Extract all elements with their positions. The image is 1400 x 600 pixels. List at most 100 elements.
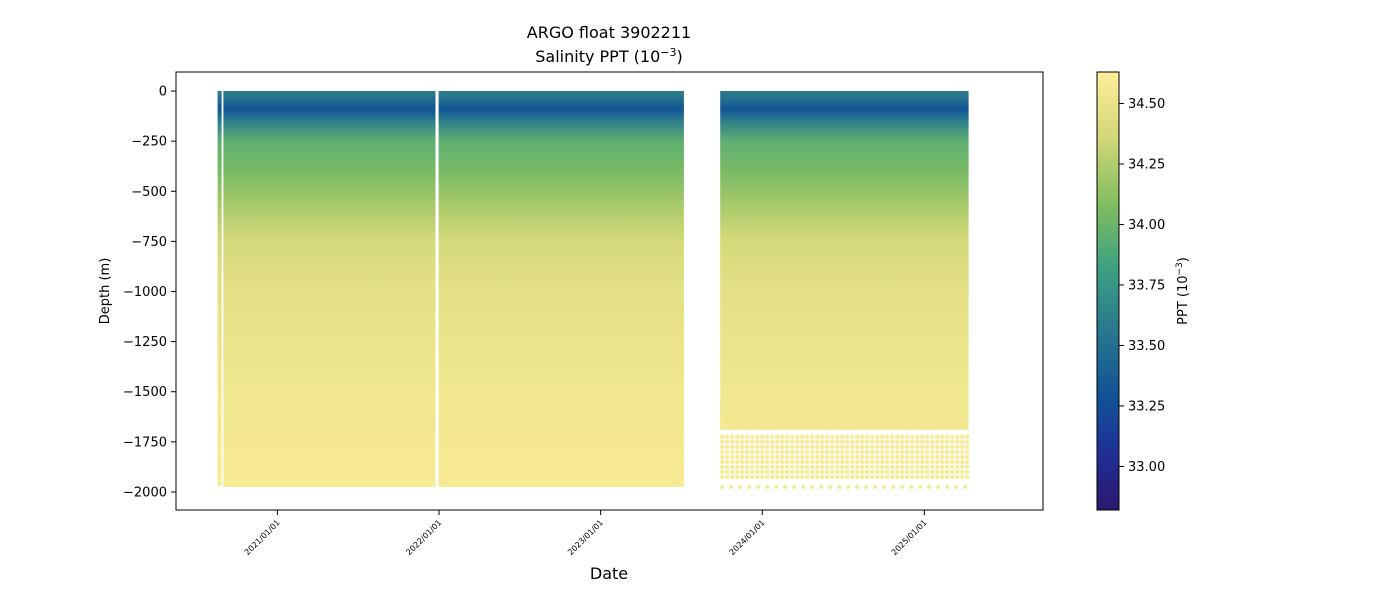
deep-point	[905, 464, 910, 470]
deep-point	[730, 469, 735, 475]
deep-point	[905, 434, 910, 439]
profile-data-layer	[217, 91, 969, 487]
deep-point	[935, 449, 940, 455]
deep-point	[795, 449, 800, 455]
deep-point	[825, 454, 830, 460]
deep-point	[940, 439, 945, 444]
deep-point	[730, 464, 735, 470]
deep-point	[965, 469, 970, 475]
deep-point	[755, 454, 760, 460]
deep-point	[720, 464, 725, 470]
deep-point	[955, 444, 960, 450]
deep-point	[845, 449, 850, 455]
deep-point	[855, 464, 860, 470]
deep-point	[738, 484, 743, 490]
deep-point	[770, 469, 775, 475]
deep-point	[910, 474, 915, 480]
deep-point	[875, 439, 880, 444]
deep-point	[870, 469, 875, 475]
deep-point	[955, 459, 960, 465]
deep-point	[873, 484, 878, 490]
deep-point	[850, 474, 855, 480]
deep-point	[895, 469, 900, 475]
colorbar-axis: 33.00 33.25 33.50 33.75 34.00 34.25 34.50	[1119, 97, 1165, 475]
deep-point	[900, 449, 905, 455]
deep-point	[725, 449, 730, 455]
deep-point	[745, 464, 750, 470]
deep-point	[880, 434, 885, 439]
deep-point	[960, 454, 965, 460]
deep-point	[765, 474, 770, 480]
deep-point	[795, 474, 800, 480]
deep-point	[750, 449, 755, 455]
y-tick-label: −250	[131, 135, 167, 150]
deep-point	[891, 484, 896, 490]
deep-point	[930, 454, 935, 460]
deep-point	[840, 454, 845, 460]
deep-point	[805, 464, 810, 470]
deep-point	[780, 439, 785, 444]
deep-point	[890, 454, 895, 460]
deep-point	[740, 439, 745, 444]
deep-point	[795, 464, 800, 470]
x-tick-label: 2022/01/01	[404, 518, 443, 557]
deep-point	[800, 469, 805, 475]
deep-point	[925, 464, 930, 470]
deep-point	[830, 474, 835, 480]
deep-point	[910, 469, 915, 475]
deep-point	[965, 454, 970, 460]
deep-point	[785, 474, 790, 480]
deep-point	[805, 444, 810, 450]
deep-point	[785, 454, 790, 460]
deep-point	[830, 449, 835, 455]
deep-point	[895, 454, 900, 460]
deep-point	[730, 444, 735, 450]
deep-point	[745, 449, 750, 455]
deep-point	[865, 474, 870, 480]
deep-point	[725, 444, 730, 450]
deep-point	[965, 434, 970, 439]
deep-point	[720, 484, 725, 490]
deep-point	[935, 469, 940, 475]
deep-point	[760, 459, 765, 465]
deep-point	[935, 454, 940, 460]
deep-point	[950, 459, 955, 465]
deep-point	[725, 454, 730, 460]
deep-point	[870, 464, 875, 470]
x-tick-label: 2025/01/01	[890, 518, 929, 557]
deep-point	[885, 464, 890, 470]
deep-point	[955, 474, 960, 480]
deep-point	[860, 469, 865, 475]
deep-point	[860, 449, 865, 455]
deep-point	[820, 434, 825, 439]
deep-point	[960, 459, 965, 465]
deep-point	[875, 444, 880, 450]
deep-point	[920, 439, 925, 444]
deep-point	[780, 454, 785, 460]
deep-point	[895, 444, 900, 450]
deep-point	[935, 439, 940, 444]
deep-point	[756, 484, 761, 490]
deep-point	[880, 464, 885, 470]
deep-point	[900, 469, 905, 475]
deep-point	[775, 439, 780, 444]
deep-point	[920, 434, 925, 439]
deep-point	[940, 449, 945, 455]
deep-point	[925, 449, 930, 455]
deep-point	[925, 459, 930, 465]
deep-point	[895, 439, 900, 444]
deep-point	[925, 439, 930, 444]
deep-point	[770, 474, 775, 480]
deep-point	[801, 484, 806, 490]
deep-point	[870, 444, 875, 450]
deep-point	[935, 459, 940, 465]
deep-point	[860, 464, 865, 470]
deep-point	[930, 444, 935, 450]
deep-point	[720, 439, 725, 444]
deep-point	[775, 444, 780, 450]
deep-point	[935, 464, 940, 470]
deep-point	[815, 474, 820, 480]
deep-point	[850, 444, 855, 450]
deep-point	[885, 444, 890, 450]
deep-point	[865, 439, 870, 444]
